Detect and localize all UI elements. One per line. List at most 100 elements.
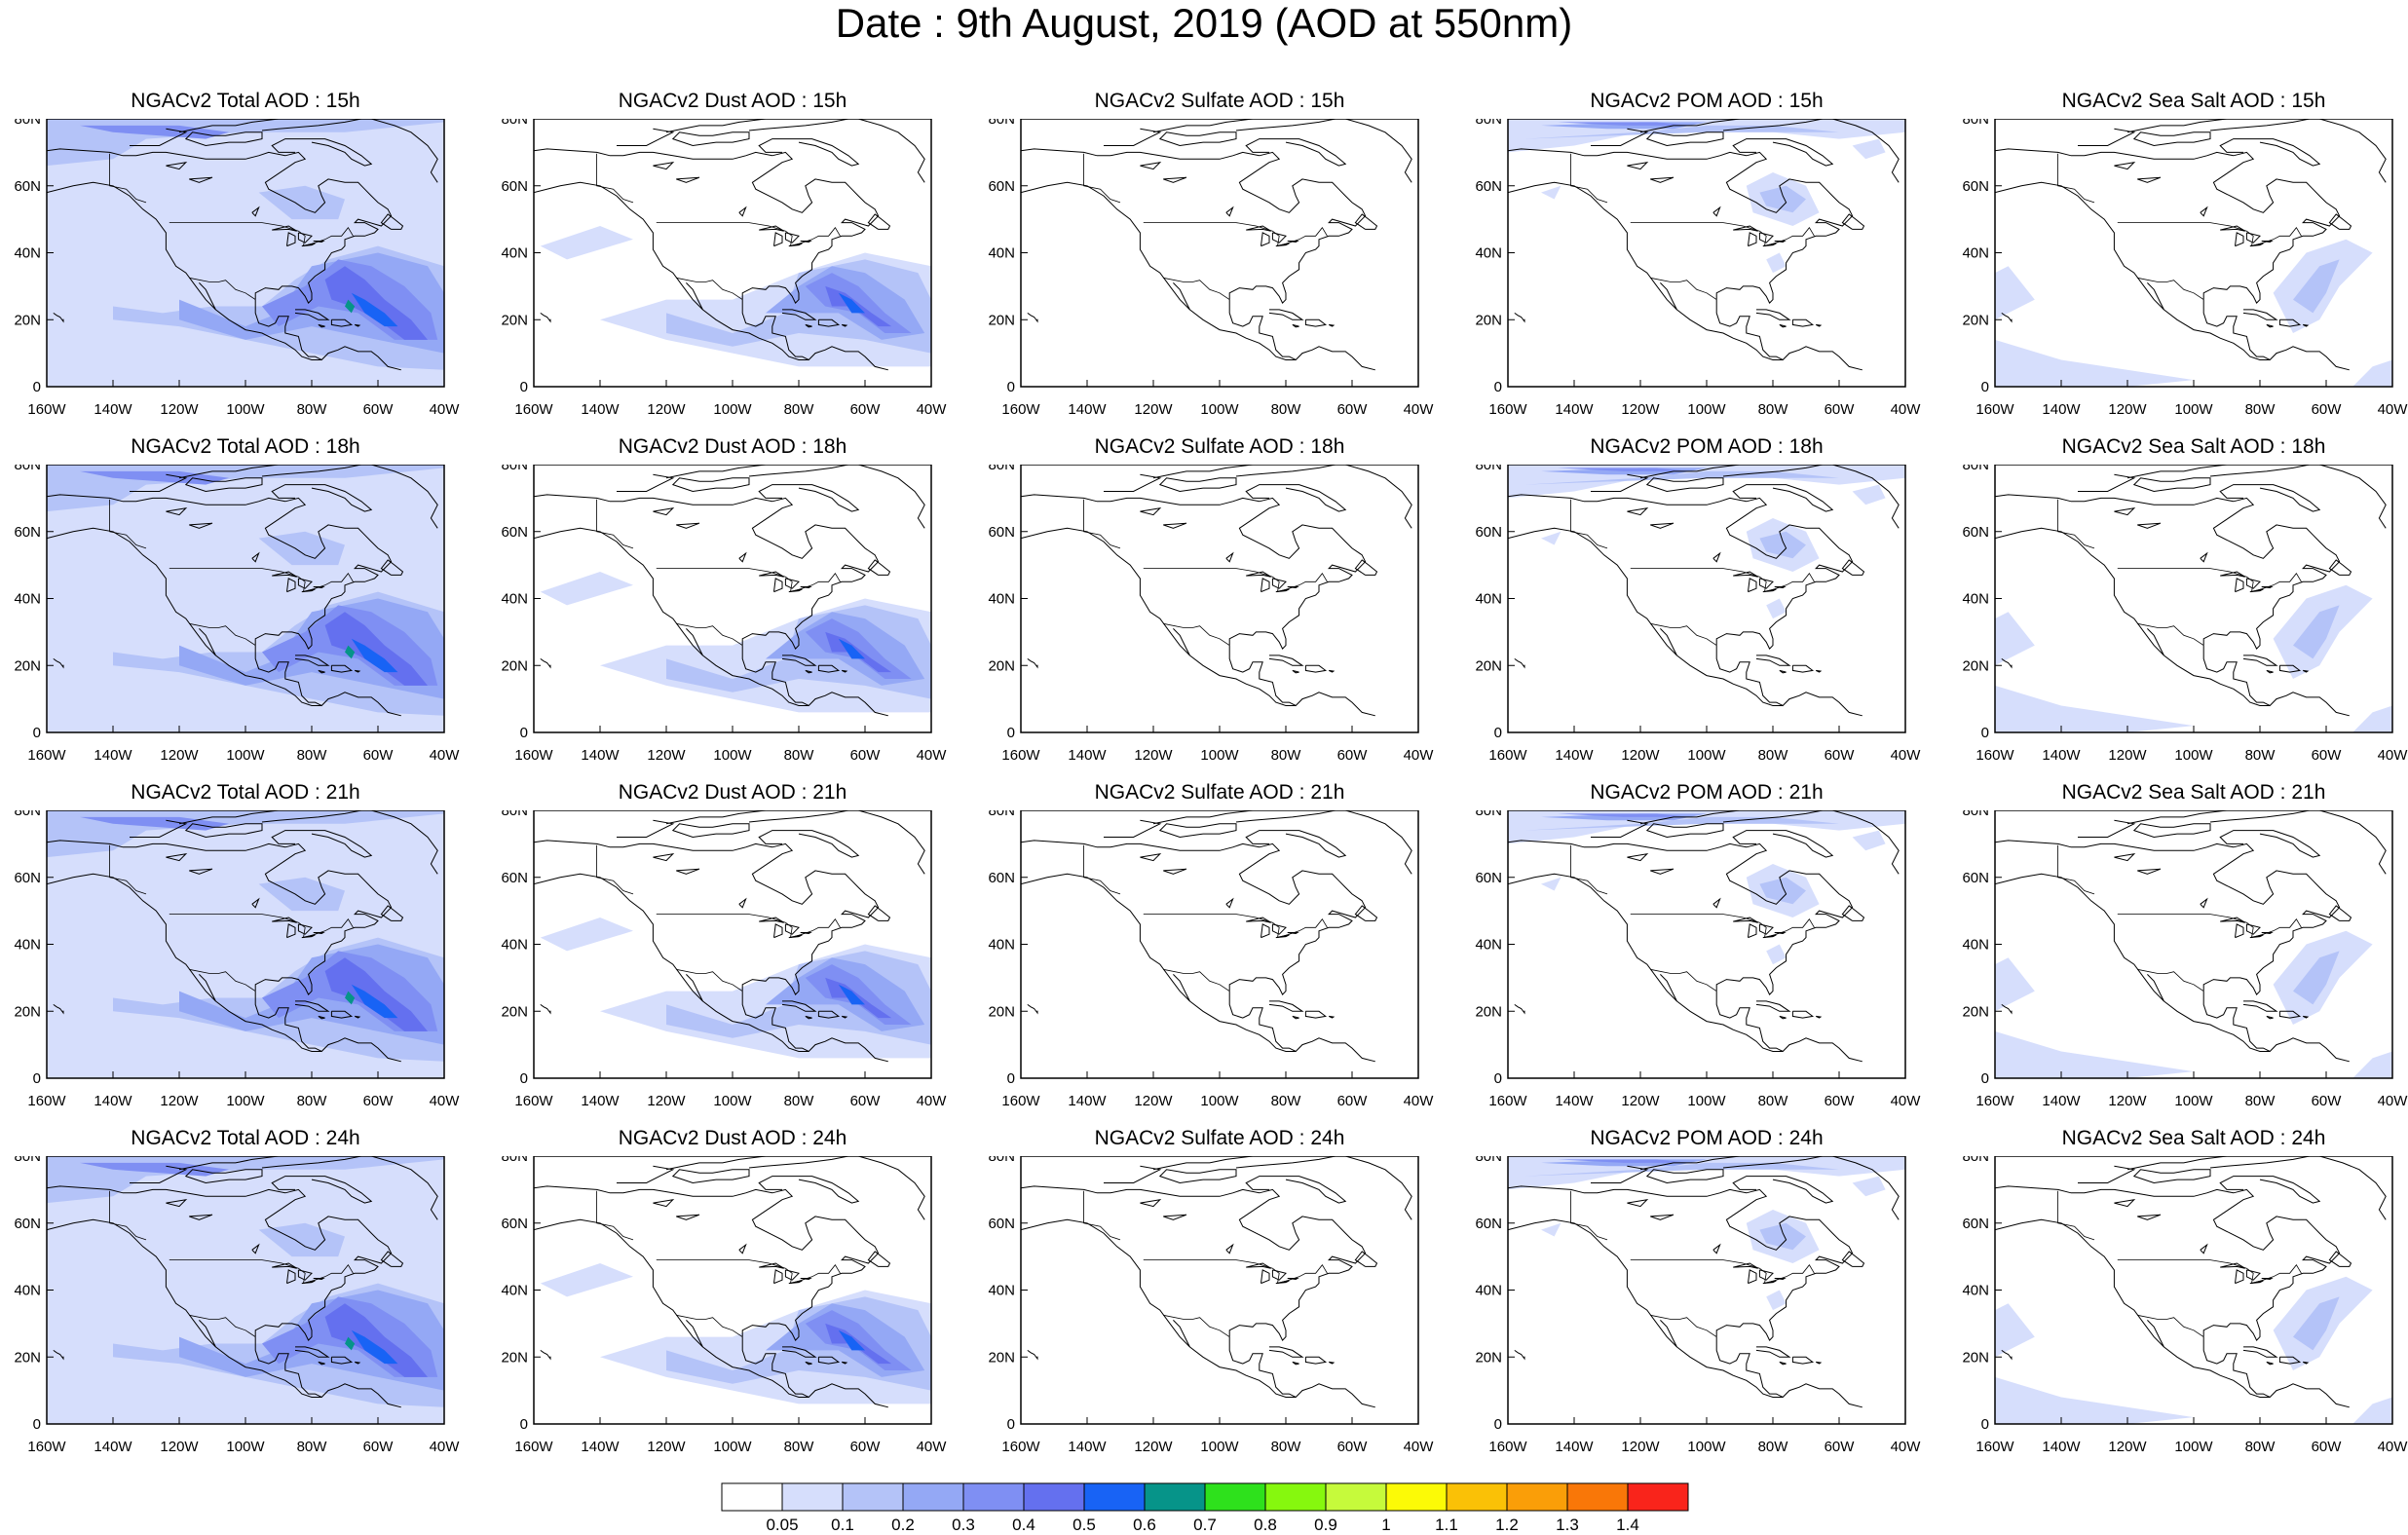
coastline bbox=[784, 1269, 800, 1281]
country-border bbox=[596, 1190, 634, 1241]
lon-tick-label: 60W bbox=[1825, 1093, 1856, 1109]
lon-tick-label: 80W bbox=[297, 1439, 328, 1455]
country-border bbox=[1650, 277, 1717, 300]
map-plot: 160W 140W 120W 100W 80W 60W 40W 0 20N 40N 60N 80N bbox=[988, 1156, 1434, 1455]
country-border bbox=[2057, 153, 2095, 204]
map-plot: 160W 140W 120W 100W 80W 60W 40W 0 20N 40N 60N 80N bbox=[1475, 1156, 1921, 1455]
coastline bbox=[2242, 1000, 2278, 1012]
lat-tick-label: 60N bbox=[501, 1216, 528, 1232]
aod-shading bbox=[1759, 1222, 1806, 1251]
aod-shading bbox=[2293, 1296, 2340, 1351]
coastline bbox=[1021, 840, 1367, 995]
coastline bbox=[1021, 1218, 1297, 1398]
lat-tick-label: 80N bbox=[988, 1156, 1015, 1165]
lon-tick-label: 40W bbox=[1891, 747, 1922, 764]
country-border bbox=[1570, 844, 1608, 895]
aod-shading bbox=[1558, 813, 1690, 817]
lon-tick-label: 160W bbox=[27, 1093, 66, 1109]
coastline bbox=[2078, 473, 2136, 492]
coastline bbox=[2235, 232, 2244, 247]
coastline bbox=[1748, 923, 1757, 939]
coastline bbox=[665, 119, 849, 133]
country-border bbox=[1083, 1190, 1121, 1241]
colorbar-box bbox=[1566, 1482, 1629, 1512]
coastline bbox=[297, 1269, 313, 1281]
coastline bbox=[184, 477, 263, 493]
coastline bbox=[1158, 823, 1237, 839]
coastline bbox=[1245, 830, 1347, 858]
coastline bbox=[1514, 1003, 1525, 1015]
coastline bbox=[2242, 309, 2278, 320]
coastline bbox=[47, 148, 393, 304]
panel-title: NGACv2 Sea Salt AOD : 18h bbox=[2061, 435, 2326, 458]
coastline bbox=[2328, 905, 2352, 921]
coastline bbox=[540, 1349, 551, 1361]
map-plot: 160W 140W 120W 100W 80W 60W 40W 0 20N 40N 60N 80N bbox=[1962, 465, 2408, 764]
lon-tick-label: 80W bbox=[1271, 1093, 1302, 1109]
coastline bbox=[1292, 323, 1299, 328]
coastline bbox=[1245, 1176, 1347, 1204]
lon-tick-label: 80W bbox=[2245, 401, 2276, 418]
lat-tick-label: 0 bbox=[1007, 379, 1015, 395]
coastline bbox=[867, 1251, 891, 1267]
country-border bbox=[596, 844, 634, 895]
lon-tick-label: 140W bbox=[94, 401, 132, 418]
coastline bbox=[286, 923, 296, 939]
lon-tick-label: 140W bbox=[2042, 1093, 2081, 1109]
map-plot: 160W 140W 120W 100W 80W 60W 40W 0 20N 40N 60N 80N bbox=[14, 810, 460, 1109]
aod-shading bbox=[351, 984, 398, 1019]
map-plot: 160W 140W 120W 100W 80W 60W 40W 0 20N 40N 60N 80N bbox=[1475, 119, 1921, 418]
lon-tick-label: 160W bbox=[1975, 1439, 2014, 1455]
coastline bbox=[1815, 1361, 1823, 1365]
coastline bbox=[2219, 830, 2321, 858]
coastline bbox=[271, 1176, 373, 1204]
aod-shading bbox=[324, 957, 428, 1031]
lon-tick-label: 120W bbox=[2108, 1439, 2147, 1455]
coastline bbox=[540, 1003, 551, 1015]
coastline bbox=[2147, 974, 2164, 1002]
country-border bbox=[1630, 914, 1815, 939]
lon-tick-label: 40W bbox=[917, 1439, 948, 1455]
coastline bbox=[318, 1361, 325, 1366]
panel-title: NGACv2 Sea Salt AOD : 24h bbox=[2061, 1127, 2326, 1149]
lat-tick-label: 40N bbox=[1475, 937, 1502, 954]
lon-tick-label: 160W bbox=[1975, 747, 2014, 764]
colorbar-label: 0.4 bbox=[1012, 1516, 1035, 1534]
coastline bbox=[1021, 1185, 1367, 1341]
colorbar-label: 1.2 bbox=[1495, 1516, 1519, 1534]
coastline bbox=[2219, 138, 2321, 167]
coastline bbox=[1755, 309, 1791, 320]
lon-tick-label: 160W bbox=[1975, 401, 2014, 418]
coastline bbox=[2200, 206, 2208, 217]
coastline bbox=[1104, 819, 1162, 838]
coastline bbox=[47, 494, 393, 650]
colorbar bbox=[721, 1482, 1689, 1512]
coastline bbox=[318, 669, 325, 674]
coastline bbox=[758, 1176, 860, 1204]
colorbar-label: 0.2 bbox=[891, 1516, 915, 1534]
coastline bbox=[1260, 578, 1270, 593]
map-plot: 160W 140W 120W 100W 80W 60W 40W 0 20N 40N 60N 80N bbox=[501, 119, 947, 418]
colorbar-label: 1.1 bbox=[1435, 1516, 1458, 1534]
lon-tick-label: 140W bbox=[1068, 1093, 1107, 1109]
lon-tick-label: 40W bbox=[430, 401, 461, 418]
coastline bbox=[166, 1198, 188, 1208]
coastline bbox=[47, 1218, 322, 1398]
aod-shading bbox=[1995, 1303, 2035, 1358]
coastline bbox=[1514, 657, 1525, 669]
lon-tick-label: 60W bbox=[1825, 747, 1856, 764]
lat-tick-label: 20N bbox=[988, 1349, 1015, 1366]
lat-tick-label: 80N bbox=[501, 465, 528, 473]
lat-tick-label: 40N bbox=[1962, 591, 1989, 608]
coastline bbox=[1732, 484, 1834, 512]
lon-tick-label: 40W bbox=[1404, 747, 1435, 764]
coastline bbox=[2200, 897, 2208, 909]
country-border bbox=[1083, 499, 1121, 549]
coastline bbox=[1791, 1356, 1815, 1365]
coastline bbox=[1841, 559, 1865, 576]
coastline bbox=[858, 119, 925, 183]
lon-tick-label: 140W bbox=[94, 1093, 132, 1109]
lat-tick-label: 60N bbox=[501, 178, 528, 195]
lat-tick-label: 80N bbox=[501, 119, 528, 128]
coastline bbox=[254, 1336, 401, 1408]
